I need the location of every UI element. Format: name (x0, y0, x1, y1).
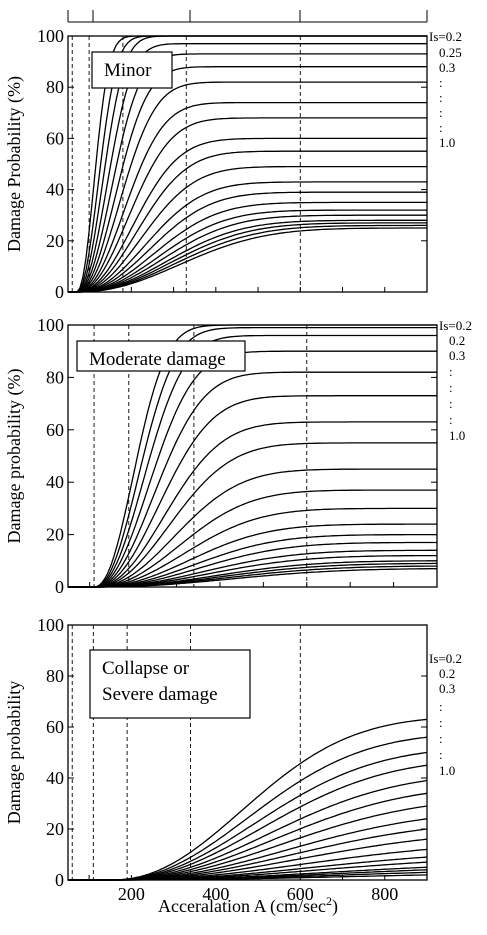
panel-collapse: 0 20 40 60 80 100 200 400 600 800 Collapse or Sever… (4, 615, 462, 904)
y-tick-label: 0 (55, 282, 64, 302)
x-axis-label: Acceralation A (cm/sec2) (158, 894, 338, 917)
is-series-label: 0.3 (439, 60, 455, 75)
fragility-curve (68, 191, 427, 293)
y-tick-label: 80 (46, 77, 64, 97)
fragility-curve (68, 150, 427, 293)
y-tick-label: 100 (37, 315, 64, 335)
y-tick-label: 20 (46, 231, 64, 251)
is-series-label: 1.0 (449, 428, 465, 443)
fragility-curve (68, 214, 427, 293)
damage-level-label: Collapse or (102, 658, 190, 679)
is-series-label: : (439, 90, 443, 105)
is-series-label: : (439, 75, 443, 90)
fragility-curve (68, 324, 437, 588)
is-series-label: : (439, 731, 443, 746)
x-tick-label: 200 (118, 884, 145, 904)
y-tick-label: 100 (37, 615, 64, 635)
is-series-label: 0.3 (439, 681, 455, 696)
fragility-curve (68, 326, 437, 588)
is-series-label: : (439, 747, 443, 762)
damage-level-label: Moderate damage (89, 349, 226, 370)
x-axis-label-sup: 2 (326, 894, 332, 908)
x-axis-label-end: ) (332, 896, 338, 917)
is-series-label: Is=0.2 (429, 651, 462, 666)
y-tick-label: 60 (46, 128, 64, 148)
y-tick-label: 0 (55, 577, 64, 597)
fragility-curve (68, 334, 437, 588)
x-axis-label-main: Acceralation A (cm/sec (158, 896, 326, 917)
damage-level-label: Severe damage (102, 684, 218, 705)
fragility-curve (68, 165, 427, 293)
fragility-curve (68, 421, 437, 588)
is-series-label: : (449, 412, 453, 427)
is-series-label: : (439, 120, 443, 135)
y-tick-label: 40 (46, 768, 64, 788)
fragility-curve (68, 137, 427, 293)
y-axis-label: Damage probability (4, 681, 24, 824)
is-series-label: : (449, 396, 453, 411)
fragility-curve (68, 209, 427, 293)
fragility-curve (68, 101, 427, 293)
x-tick-label: 400 (202, 884, 229, 904)
is-series-label: : (439, 699, 443, 714)
is-series-label: 1.0 (439, 763, 455, 778)
y-tick-label: 80 (46, 666, 64, 686)
y-tick-label: 40 (46, 472, 64, 492)
y-tick-label: 0 (55, 870, 64, 890)
is-series-label: 0.2 (449, 333, 465, 348)
fragility-curve (68, 805, 428, 881)
fragility-curve (68, 468, 437, 588)
fragility-curve (68, 533, 437, 588)
fragility-curve (68, 66, 427, 293)
fragility-curve (68, 81, 427, 293)
panel-minor: 0 20 40 60 80 100 Minor Damage Probability (%) I… (4, 10, 462, 302)
fragility-curve (68, 227, 427, 293)
is-series-label: 1.0 (439, 135, 455, 150)
fragility-curve (68, 395, 437, 588)
y-tick-label: 20 (46, 525, 64, 545)
is-series-label: : (439, 105, 443, 120)
is-series-label: : (439, 715, 443, 730)
y-axis-label: Damage probability (%) (4, 369, 25, 544)
is-series-label: : (449, 380, 453, 395)
damage-level-box (89, 649, 251, 719)
is-series-label: Is=0.2 (429, 29, 462, 44)
fragility-curve (68, 201, 427, 293)
fragility-curve (68, 219, 427, 293)
fragility-curve (68, 181, 427, 293)
damage-level-label: Minor (104, 60, 152, 81)
is-series-label: : (449, 364, 453, 379)
y-tick-label: 20 (46, 819, 64, 839)
x-tick-label: 600 (287, 884, 314, 904)
is-series-label: 0.3 (449, 348, 465, 363)
x-tick-label: 800 (371, 884, 398, 904)
y-tick-label: 40 (46, 180, 64, 200)
is-series-label: 0.2 (439, 666, 455, 681)
damage-level-box (91, 51, 173, 89)
fragility-curve (68, 222, 427, 293)
y-tick-label: 100 (37, 26, 64, 46)
fragility-curve (68, 117, 427, 293)
y-tick-label: 60 (46, 420, 64, 440)
fragility-curve (68, 53, 427, 293)
damage-level-box (76, 340, 246, 372)
fragility-curve (68, 350, 437, 588)
fragility-curve (68, 874, 428, 881)
fragility-curve (68, 442, 437, 588)
is-series-label: 0.25 (439, 45, 462, 60)
y-tick-label: 60 (46, 717, 64, 737)
fragility-curve (68, 224, 427, 293)
is-series-label: Is=0.2 (439, 318, 472, 333)
fragility-curve (68, 523, 437, 588)
fragility-curve (68, 736, 428, 881)
y-tick-label: 80 (46, 367, 64, 387)
panel-moderate: 0 20 40 60 80 100 Moderate damage Damage probab… (4, 315, 472, 597)
fragility-curve (68, 507, 437, 588)
fragility-curve (68, 489, 437, 588)
y-axis-label: Damage Probability (%) (4, 76, 25, 252)
fragility-curve (68, 568, 437, 588)
fragility-curve (68, 764, 428, 881)
fragility-curve (68, 371, 437, 588)
